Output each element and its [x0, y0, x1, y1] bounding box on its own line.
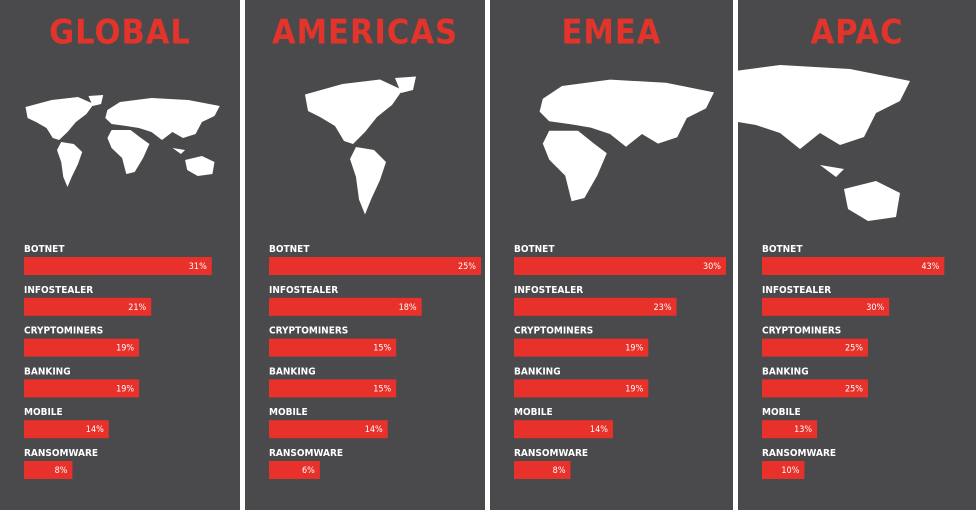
bar	[269, 257, 481, 275]
value-label: 14%	[590, 425, 608, 435]
bar	[514, 420, 613, 439]
category-label: BOTNET	[514, 244, 555, 255]
value-label: 19%	[116, 344, 134, 354]
value-label: 21%	[128, 303, 146, 313]
bar	[24, 461, 73, 479]
bar	[269, 461, 320, 479]
bar	[514, 297, 677, 316]
panel-title: AMERICAS	[272, 13, 458, 53]
value-label: 30%	[703, 262, 721, 272]
category-label: CRYPTOMINERS	[514, 326, 593, 337]
bar	[514, 338, 649, 357]
bar	[514, 257, 726, 275]
category-label: INFOSTEALER	[514, 285, 583, 296]
value-label: 15%	[373, 384, 391, 394]
bar	[269, 379, 397, 398]
value-label: 15%	[373, 344, 391, 354]
panel-title: APAC	[810, 13, 903, 53]
category-label: CRYPTOMINERS	[24, 326, 103, 337]
value-label: 14%	[365, 425, 383, 435]
value-label: 13%	[794, 425, 812, 435]
category-label: INFOSTEALER	[24, 285, 93, 296]
value-label: 8%	[55, 466, 68, 476]
value-label: 19%	[625, 384, 643, 394]
category-label: MOBILE	[514, 407, 553, 418]
bar	[762, 420, 818, 439]
value-label: 25%	[458, 262, 476, 272]
category-label: CRYPTOMINERS	[762, 326, 841, 337]
category-label: RANSOMWARE	[514, 448, 588, 459]
value-label: 25%	[845, 344, 863, 354]
bar	[269, 420, 388, 439]
value-label: 19%	[116, 384, 134, 394]
category-label: BOTNET	[269, 244, 310, 255]
bar	[24, 257, 212, 275]
bar	[762, 379, 868, 398]
bar	[269, 338, 397, 357]
value-label: 14%	[86, 425, 104, 435]
value-label: 8%	[553, 466, 566, 476]
category-label: RANSOMWARE	[24, 448, 98, 459]
value-label: 23%	[654, 303, 672, 313]
bar	[24, 420, 109, 439]
category-label: RANSOMWARE	[269, 448, 343, 459]
bar	[269, 297, 422, 316]
bar	[24, 379, 140, 398]
value-label: 18%	[399, 303, 417, 313]
category-label: BANKING	[514, 366, 561, 377]
category-label: BOTNET	[762, 244, 803, 255]
bar	[24, 297, 152, 316]
category-label: INFOSTEALER	[269, 285, 338, 296]
category-label: RANSOMWARE	[762, 448, 836, 459]
bar	[762, 297, 890, 316]
value-label: 25%	[845, 384, 863, 394]
bar	[514, 379, 649, 398]
value-label: 19%	[625, 344, 643, 354]
category-label: MOBILE	[24, 407, 63, 418]
bar	[762, 338, 868, 357]
value-label: 31%	[189, 262, 207, 272]
bar	[762, 461, 805, 479]
category-label: CRYPTOMINERS	[269, 326, 348, 337]
category-label: INFOSTEALER	[762, 285, 831, 296]
category-label: BANKING	[24, 366, 71, 377]
bar	[762, 257, 945, 275]
value-label: 6%	[302, 466, 315, 476]
value-label: 10%	[781, 466, 799, 476]
category-label: BANKING	[269, 366, 316, 377]
panel-title: GLOBAL	[49, 13, 191, 53]
category-label: BOTNET	[24, 244, 65, 255]
value-label: 43%	[921, 262, 939, 272]
bar	[24, 338, 140, 357]
category-label: MOBILE	[762, 407, 801, 418]
bar	[514, 461, 571, 479]
panel-title: EMEA	[562, 13, 662, 53]
value-label: 30%	[866, 303, 884, 313]
category-label: BANKING	[762, 366, 809, 377]
category-label: MOBILE	[269, 407, 308, 418]
